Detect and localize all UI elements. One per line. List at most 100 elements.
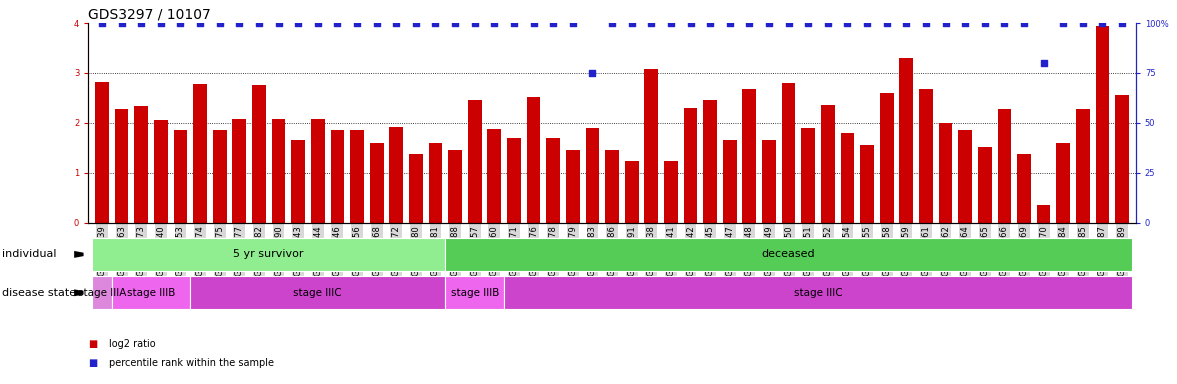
- Text: GDS3297 / 10107: GDS3297 / 10107: [88, 8, 211, 22]
- Bar: [448, 151, 461, 223]
- Point: [720, 20, 739, 26]
- Bar: [370, 143, 384, 223]
- Point: [877, 20, 896, 26]
- Point: [1093, 20, 1112, 26]
- Bar: [292, 141, 305, 223]
- Text: deceased: deceased: [762, 249, 816, 260]
- Text: log2 ratio: log2 ratio: [109, 339, 157, 349]
- Point: [328, 20, 347, 26]
- Text: ■: ■: [88, 339, 98, 349]
- Text: individual: individual: [2, 249, 56, 260]
- Bar: [232, 119, 246, 223]
- Point: [858, 20, 877, 26]
- Bar: [625, 161, 638, 223]
- Point: [465, 20, 484, 26]
- Point: [230, 20, 248, 26]
- Point: [759, 20, 778, 26]
- Bar: [958, 131, 972, 223]
- Bar: [997, 109, 1011, 223]
- Bar: [605, 151, 619, 223]
- Point: [818, 20, 837, 26]
- Point: [211, 20, 230, 26]
- Bar: [1037, 205, 1051, 223]
- Point: [505, 20, 524, 26]
- Bar: [879, 93, 893, 223]
- Bar: [820, 106, 834, 223]
- Point: [132, 20, 151, 26]
- Point: [544, 20, 563, 26]
- Bar: [1017, 154, 1031, 223]
- Bar: [1076, 109, 1090, 223]
- Point: [936, 20, 955, 26]
- Point: [387, 20, 406, 26]
- Bar: [1115, 96, 1129, 223]
- Text: ■: ■: [88, 358, 98, 368]
- Bar: [585, 128, 599, 223]
- Bar: [802, 128, 814, 223]
- Point: [367, 20, 386, 26]
- Text: stage IIIC: stage IIIC: [793, 288, 843, 298]
- Bar: [331, 131, 344, 223]
- Point: [347, 20, 366, 26]
- Point: [1112, 20, 1131, 26]
- Point: [661, 20, 680, 26]
- Bar: [252, 86, 266, 223]
- Point: [956, 20, 975, 26]
- Point: [1015, 20, 1033, 26]
- Bar: [134, 106, 148, 223]
- Bar: [840, 133, 855, 223]
- Point: [917, 20, 936, 26]
- Point: [270, 20, 288, 26]
- Bar: [213, 131, 226, 223]
- Bar: [174, 131, 187, 223]
- Bar: [193, 84, 207, 223]
- Text: percentile rank within the sample: percentile rank within the sample: [109, 358, 274, 368]
- Bar: [527, 97, 540, 223]
- Bar: [467, 101, 481, 223]
- Point: [288, 20, 307, 26]
- Bar: [410, 154, 423, 223]
- Text: stage IIIB: stage IIIB: [127, 288, 175, 298]
- Bar: [919, 89, 932, 223]
- Point: [700, 20, 719, 26]
- Point: [641, 20, 660, 26]
- Text: stage IIIB: stage IIIB: [451, 288, 499, 298]
- Bar: [311, 119, 325, 223]
- Point: [681, 20, 700, 26]
- Point: [799, 20, 818, 26]
- Bar: [762, 141, 776, 223]
- Point: [152, 20, 171, 26]
- Bar: [390, 127, 403, 223]
- Point: [564, 20, 583, 26]
- Bar: [114, 109, 128, 223]
- Bar: [684, 108, 697, 223]
- Bar: [703, 101, 717, 223]
- Text: stage IIIC: stage IIIC: [293, 288, 343, 298]
- Point: [308, 20, 327, 26]
- Bar: [546, 138, 560, 223]
- Point: [485, 20, 504, 26]
- Bar: [1096, 25, 1109, 223]
- Point: [250, 20, 268, 26]
- Point: [623, 20, 641, 26]
- Point: [976, 20, 995, 26]
- Bar: [1056, 143, 1070, 223]
- Point: [524, 20, 543, 26]
- Bar: [978, 147, 991, 223]
- Point: [603, 20, 621, 26]
- Point: [995, 20, 1013, 26]
- Bar: [723, 141, 737, 223]
- Point: [779, 20, 798, 26]
- Bar: [566, 151, 579, 223]
- Bar: [782, 83, 796, 223]
- Bar: [899, 58, 913, 223]
- Bar: [272, 119, 285, 223]
- Bar: [507, 138, 520, 223]
- Point: [93, 20, 112, 26]
- Point: [740, 20, 759, 26]
- Point: [1073, 20, 1092, 26]
- Bar: [351, 131, 364, 223]
- Bar: [743, 89, 756, 223]
- Bar: [938, 123, 952, 223]
- Point: [171, 20, 189, 26]
